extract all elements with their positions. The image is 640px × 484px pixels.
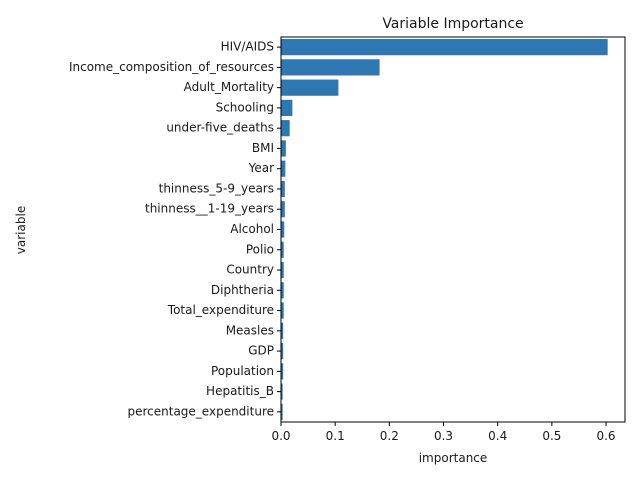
bar [281,120,290,137]
bar [281,261,284,279]
bar [281,221,285,238]
chart-title: Variable Importance [382,16,523,32]
y-tick-label: Population [211,364,274,378]
y-tick-label: Adult_Mortality [184,80,274,94]
bar [281,302,284,319]
y-tick-labels: HIV/AIDS Income_composition_of_resources A… [69,40,281,418]
x-tick-label: 0.6 [596,429,615,443]
y-tick-label: Total_expenditure [167,303,274,317]
bar [281,201,285,218]
bar [281,322,284,339]
y-tick-label: thinness_5-9_years [159,181,274,195]
y-tick-label: GDP [248,344,274,358]
plot-frame [280,36,626,423]
bar [281,160,286,177]
bar [281,140,286,157]
y-tick-label: Country [226,263,274,277]
bar [281,383,283,400]
bar [281,363,284,380]
bar [281,282,284,299]
y-tick-label: thinness__1-19_years [145,202,274,216]
x-tick-label: 0.1 [326,429,345,443]
bar [281,79,339,96]
x-axis-label: importance [419,451,488,465]
x-tick-label: 0.0 [271,429,290,443]
y-tick-label: Income_composition_of_resources [69,60,274,74]
y-axis-label: variable [14,206,28,254]
bar [281,403,283,420]
bar [281,342,284,360]
y-tick-label: BMI [252,141,274,155]
x-ticks: 0.0 0.1 0.2 0.3 0.4 0.5 0.6 [271,422,616,443]
x-tick-label: 0.2 [380,429,399,443]
y-tick-label: Hepatitis_B [206,384,274,398]
bars-group [281,39,608,420]
y-tick-label: percentage_expenditure [127,404,274,418]
bar [281,241,284,258]
y-tick-label: under-five_deaths [166,121,274,135]
y-tick-label: Polio [246,242,274,256]
y-tick-label: HIV/AIDS [221,40,274,54]
bar [281,99,293,117]
bar [281,180,285,198]
y-tick-label: Diphtheria [211,283,274,297]
y-tick-label: Schooling [216,100,274,114]
y-tick-label: Alcohol [230,222,274,236]
y-tick-label: Measles [226,323,274,337]
x-tick-label: 0.4 [488,429,507,443]
bar [281,39,608,56]
x-tick-label: 0.5 [542,429,561,443]
bar [281,59,380,76]
y-tick-label: Year [248,161,274,175]
x-tick-label: 0.3 [434,429,453,443]
